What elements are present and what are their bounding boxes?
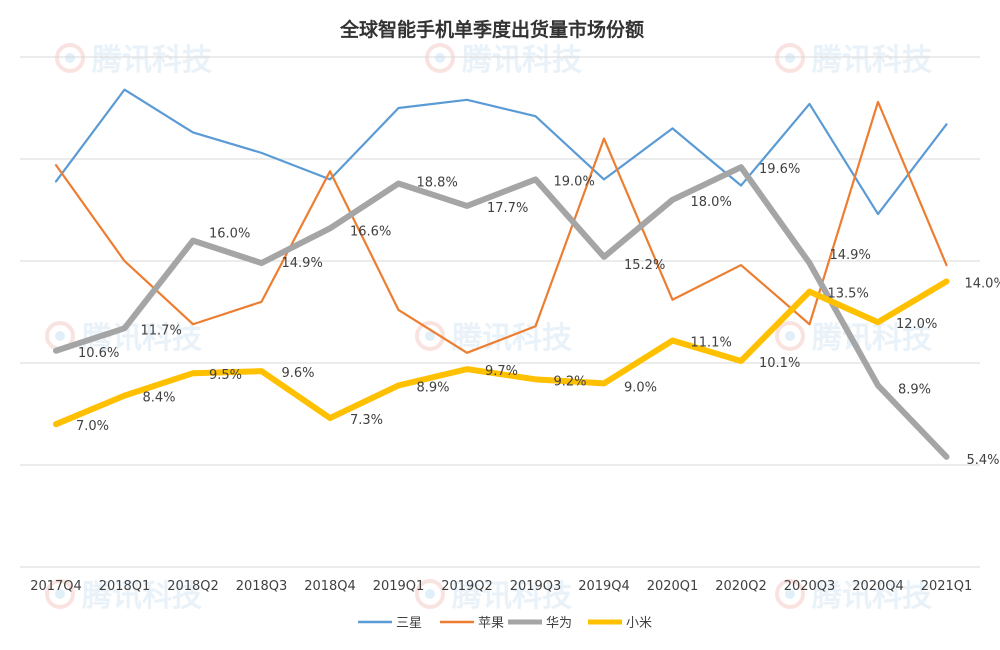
watermark: 腾讯科技 bbox=[57, 43, 212, 78]
x-tick-label: 2020Q4 bbox=[852, 579, 904, 594]
data-label: 18.8% bbox=[417, 175, 458, 190]
legend: 三星 苹果 华为 小米 bbox=[358, 616, 652, 631]
watermark: 腾讯科技 bbox=[777, 43, 932, 78]
watermark-text: 腾讯科技 bbox=[462, 43, 582, 78]
watermark-logo-dot-icon bbox=[425, 589, 435, 599]
data-label: 12.0% bbox=[896, 317, 937, 332]
watermark: 腾讯科技 bbox=[417, 321, 572, 356]
watermark-logo-dot-icon bbox=[55, 331, 65, 341]
data-label: 18.0% bbox=[691, 195, 732, 210]
data-label: 11.7% bbox=[141, 323, 182, 338]
data-label: 10.1% bbox=[759, 356, 800, 371]
x-tick-label: 2020Q3 bbox=[784, 579, 836, 594]
x-tick-label: 2020Q2 bbox=[715, 579, 767, 594]
data-label: 8.9% bbox=[898, 382, 931, 397]
legend-item: 小米 bbox=[588, 616, 652, 631]
data-label: 7.3% bbox=[350, 413, 383, 428]
series-lines bbox=[56, 90, 947, 457]
legend-item: 华为 bbox=[508, 616, 572, 631]
data-label: 5.4% bbox=[967, 453, 1000, 468]
data-label: 9.6% bbox=[282, 366, 315, 381]
watermark-logo-dot-icon bbox=[785, 53, 795, 63]
data-label: 8.9% bbox=[417, 380, 450, 395]
data-label: 10.6% bbox=[78, 346, 119, 361]
data-label: 16.0% bbox=[209, 227, 250, 242]
legend-item: 苹果 bbox=[440, 616, 504, 631]
legend-label: 三星 bbox=[396, 616, 422, 631]
data-label: 11.1% bbox=[691, 336, 732, 351]
x-tick-label: 2020Q1 bbox=[647, 579, 699, 594]
x-tick-label: 2021Q1 bbox=[921, 579, 973, 594]
legend-item: 三星 bbox=[358, 616, 422, 631]
data-label: 8.4% bbox=[143, 391, 176, 406]
data-label: 9.0% bbox=[624, 380, 657, 395]
data-label: 9.2% bbox=[554, 374, 587, 389]
data-label: 7.0% bbox=[76, 419, 109, 434]
data-label: 14.0% bbox=[965, 276, 1000, 291]
legend-label: 华为 bbox=[546, 616, 572, 631]
data-label: 13.5% bbox=[828, 287, 869, 302]
x-tick-label: 2018Q2 bbox=[167, 579, 219, 594]
data-label: 14.9% bbox=[282, 256, 323, 271]
watermark-text: 腾讯科技 bbox=[812, 43, 932, 78]
data-label: 9.5% bbox=[209, 368, 242, 383]
data-label: 9.7% bbox=[485, 364, 518, 379]
series-line-2 bbox=[56, 102, 947, 353]
watermark-logo-dot-icon bbox=[785, 331, 795, 341]
x-tick-label: 2018Q4 bbox=[304, 579, 356, 594]
x-tick-label: 2019Q1 bbox=[373, 579, 425, 594]
x-tick-label: 2019Q2 bbox=[441, 579, 493, 594]
watermark: 腾讯科技 bbox=[427, 43, 582, 78]
x-tick-label: 2018Q3 bbox=[236, 579, 288, 594]
x-tick-label: 2019Q3 bbox=[510, 579, 562, 594]
watermark-logo-dot-icon bbox=[435, 53, 445, 63]
chart-title: 全球智能手机单季度出货量市场份额 bbox=[339, 18, 644, 41]
data-label: 19.6% bbox=[759, 162, 800, 177]
x-tick-label: 2017Q4 bbox=[30, 579, 82, 594]
data-label: 19.0% bbox=[554, 174, 595, 189]
data-label: 14.9% bbox=[830, 248, 871, 263]
x-tick-label: 2018Q1 bbox=[99, 579, 151, 594]
data-label: 16.6% bbox=[350, 224, 391, 239]
legend-label: 苹果 bbox=[478, 616, 504, 631]
watermark-logo-dot-icon bbox=[65, 53, 75, 63]
legend-label: 小米 bbox=[626, 616, 652, 631]
watermark-text: 腾讯科技 bbox=[92, 43, 212, 78]
x-tick-label: 2019Q4 bbox=[578, 579, 630, 594]
data-label: 15.2% bbox=[624, 258, 665, 273]
data-label: 17.7% bbox=[487, 201, 528, 216]
